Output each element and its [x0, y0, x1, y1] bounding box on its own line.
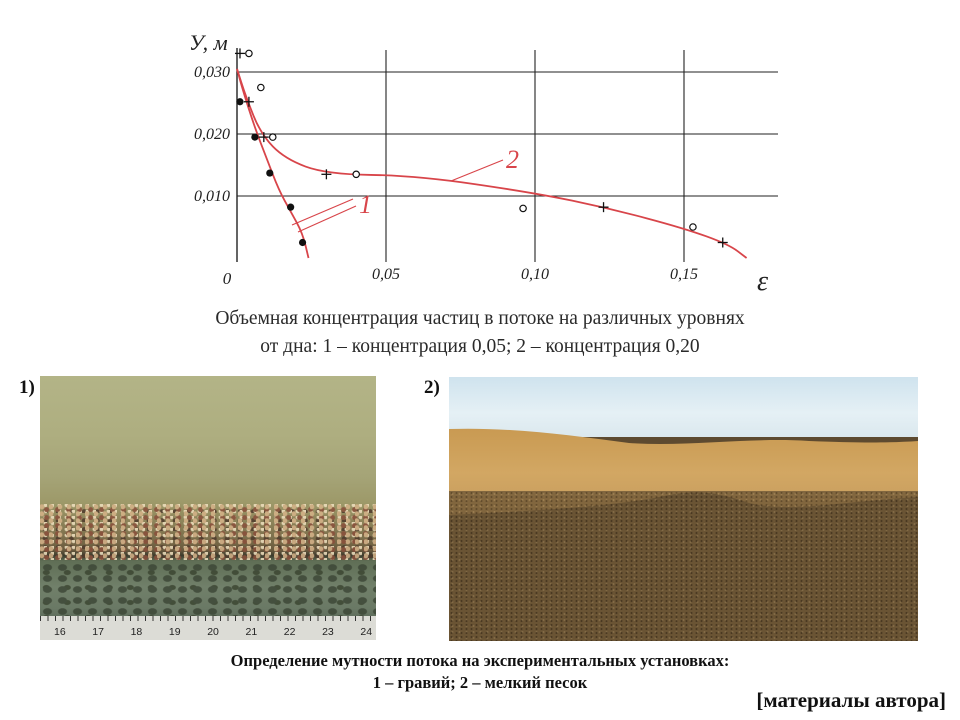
point-dot — [266, 169, 274, 177]
point-circle — [268, 133, 277, 141]
point-circle — [352, 170, 361, 179]
x-tick-label: 0,05 — [372, 266, 400, 283]
photo1-label: 1) — [19, 377, 35, 398]
label-leader-2 — [450, 159, 504, 182]
ruler-number: 23 — [322, 626, 334, 638]
sand-bed — [449, 491, 918, 641]
ruler-number: 18 — [130, 626, 143, 638]
point-circle — [257, 83, 265, 92]
author-note: [материалы автора] — [756, 688, 946, 712]
ruler-number: 22 — [283, 626, 296, 638]
porous-base — [40, 562, 376, 618]
ruler-number: 19 — [168, 626, 181, 638]
ruler-number: 16 — [54, 626, 66, 638]
gravel-layer — [40, 504, 376, 560]
ruler-number: 24 — [360, 626, 373, 638]
chart-caption-line1: Объемная концентрация частиц в потоке на… — [215, 308, 745, 329]
gravel-photo: 16 17 18 19 20 21 22 23 24 — [40, 376, 376, 640]
ruler-number: 21 — [245, 626, 258, 638]
label-leader-1b — [291, 198, 354, 226]
chart-caption-line2: от дна: 1 – концентрация 0,05; 2 – конце… — [260, 336, 700, 357]
ruler-number: 17 — [92, 626, 104, 638]
photos-caption-line2: 1 – гравий; 2 – мелкий песок — [372, 673, 588, 692]
label-leader-1 — [297, 205, 357, 233]
curve-label-2: 2 — [506, 145, 519, 174]
ruler-number: 20 — [207, 626, 219, 638]
x-tick-label: 0,10 — [521, 266, 549, 283]
point-circle — [245, 49, 253, 58]
point-circle — [689, 223, 697, 231]
point-dot — [287, 203, 295, 211]
concentration-chart: 0,010 0,020 0,030 0,05 0,10 0,15 0 У, м ε 1 2 — [189, 30, 778, 297]
chart-markers — [234, 48, 728, 248]
sand-photo — [449, 377, 918, 641]
point-circle — [519, 204, 527, 213]
x-axis-label: ε — [757, 266, 768, 297]
curve-label-1: 1 — [359, 190, 372, 219]
y-tick-label: 0,020 — [194, 126, 230, 143]
ruler: 16 17 18 19 20 21 22 23 24 — [40, 616, 376, 640]
curve-series-2 — [236, 68, 748, 259]
photos-caption-line1: Определение мутности потока на экспериме… — [230, 651, 730, 670]
photo2-label: 2) — [424, 377, 440, 398]
point-dot — [236, 98, 244, 106]
point-dot — [298, 238, 307, 247]
x-tick-label: 0,15 — [670, 266, 698, 283]
y-tick-label: 0,010 — [194, 188, 230, 205]
clear-water — [449, 377, 918, 437]
y-tick-label: 0,030 — [194, 64, 230, 81]
chart-curves — [236, 68, 748, 259]
point-dot — [251, 133, 259, 141]
origin-label: 0 — [223, 269, 232, 288]
y-axis-label: У, м — [189, 30, 228, 55]
chart-labels: 0,010 0,020 0,030 0,05 0,10 0,15 0 У, м ε 1 2 — [189, 30, 768, 297]
chart-grid — [237, 50, 778, 262]
